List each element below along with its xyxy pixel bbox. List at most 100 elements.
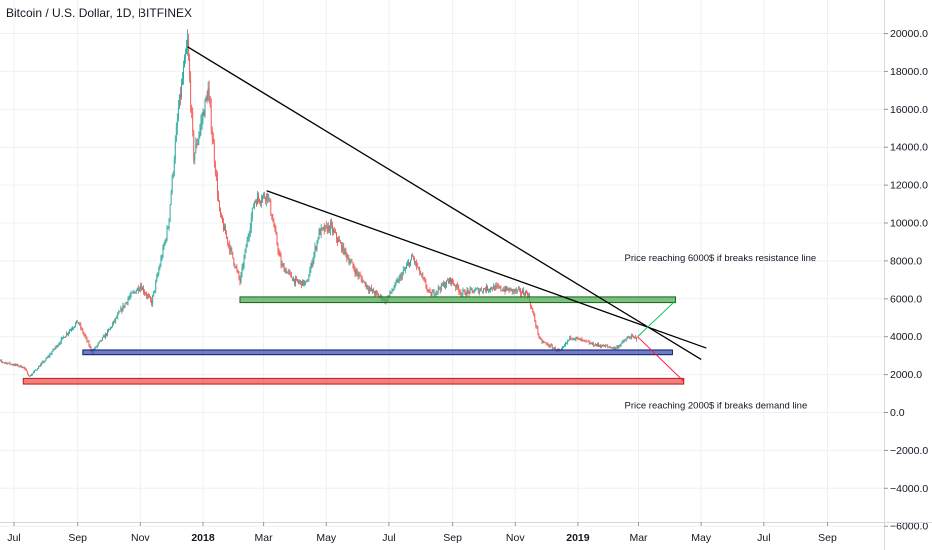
candle-body [232,251,234,259]
candle-body [165,239,167,241]
candle-body [475,288,477,290]
candle-body [584,340,586,341]
candle-body [166,228,168,240]
candle-body [281,264,283,266]
candle-body [248,233,250,237]
candle-body [221,215,222,216]
candle-body [322,227,324,228]
candle-body [425,281,427,287]
candle-body [412,256,413,257]
candle-body [632,336,634,338]
candle-body [260,201,261,203]
candle-body [460,292,462,295]
candle-body [284,269,286,272]
candle-body [290,273,292,278]
candle-body [418,267,420,269]
candle-body [492,288,494,290]
candle-body [48,356,50,357]
candle-body [253,201,255,208]
candle-body [453,282,455,285]
candle-body [527,292,528,296]
candle-body [521,293,522,294]
candle-body [54,347,56,350]
candle-body [5,362,7,364]
candle-body [111,326,112,328]
candle-body [336,232,337,239]
candle-body [56,345,58,347]
candle-body [481,291,483,292]
candle-body [346,252,348,259]
y-axis[interactable]: 20000.0 18000.0 16000.0 14000.0 12000.0 10000… [884,0,928,550]
candle-body [330,222,332,225]
candle-body [237,270,239,273]
projection-up [637,300,676,338]
candle-body [311,263,313,266]
chart-title: Bitcoin / U.S. Dollar, 1D, BITFINEX [6,6,193,20]
candle-body [533,312,535,316]
candle-body [126,302,128,304]
candle-body [497,285,499,287]
candle-body [181,83,182,98]
lower-trendline [266,190,707,349]
candle-body [567,340,569,343]
candle-body [98,341,100,343]
candle-body [581,338,583,340]
candle-body [568,339,570,341]
candle-body [14,364,16,366]
candle-body [185,53,186,58]
candle-body [263,194,265,197]
candle-body [35,369,36,371]
candle-body [110,327,111,329]
candle-body [52,349,54,352]
candle-body [485,289,486,291]
candle-body [62,337,64,338]
x-axis[interactable]: Jul Sep Nov 2018 Mar May Jul Sep Nov 2019 Mar May Ju… [0,522,932,544]
candle-body [408,262,409,264]
candle-body [247,236,249,240]
candle-body [78,322,80,325]
candle-body [7,363,9,365]
candle-body [629,337,631,339]
candle-body [58,343,60,345]
candle-body [36,369,37,371]
candle-body [72,328,73,330]
candle-body [218,194,219,202]
candle-body [267,193,269,199]
candle-body [395,281,397,283]
candle-body [405,265,407,269]
candle-body [192,111,194,132]
candle-body [268,198,270,199]
candle-body [499,286,501,288]
candle-body [583,339,585,341]
candle-body [250,217,252,229]
candle-body [484,288,485,290]
candle-body [437,287,439,292]
candle-body [597,343,598,346]
candle-body [591,342,593,345]
candle-body [340,241,342,244]
candle-body [150,296,152,300]
candle-body [426,286,428,290]
y-tick-label: 8000.0 [890,255,922,267]
candle-body [216,176,218,195]
candle-body [129,295,131,298]
candle-body [522,290,523,294]
candle-body [155,281,157,291]
candle-body [500,286,502,291]
candle-body [599,345,600,347]
x-tick-label: Mar [255,532,274,544]
candle-body [296,278,297,280]
candle-body [254,201,256,202]
candle-body [132,291,134,293]
candle-body [94,346,96,350]
candle-body [586,341,588,342]
candle-body [508,288,510,292]
candle-body [201,119,203,122]
candle-body [219,201,220,210]
candle-body [409,262,410,266]
candle-body [144,292,145,294]
candle-body [223,222,224,231]
candle-body [375,291,376,295]
candle-body [458,287,460,293]
